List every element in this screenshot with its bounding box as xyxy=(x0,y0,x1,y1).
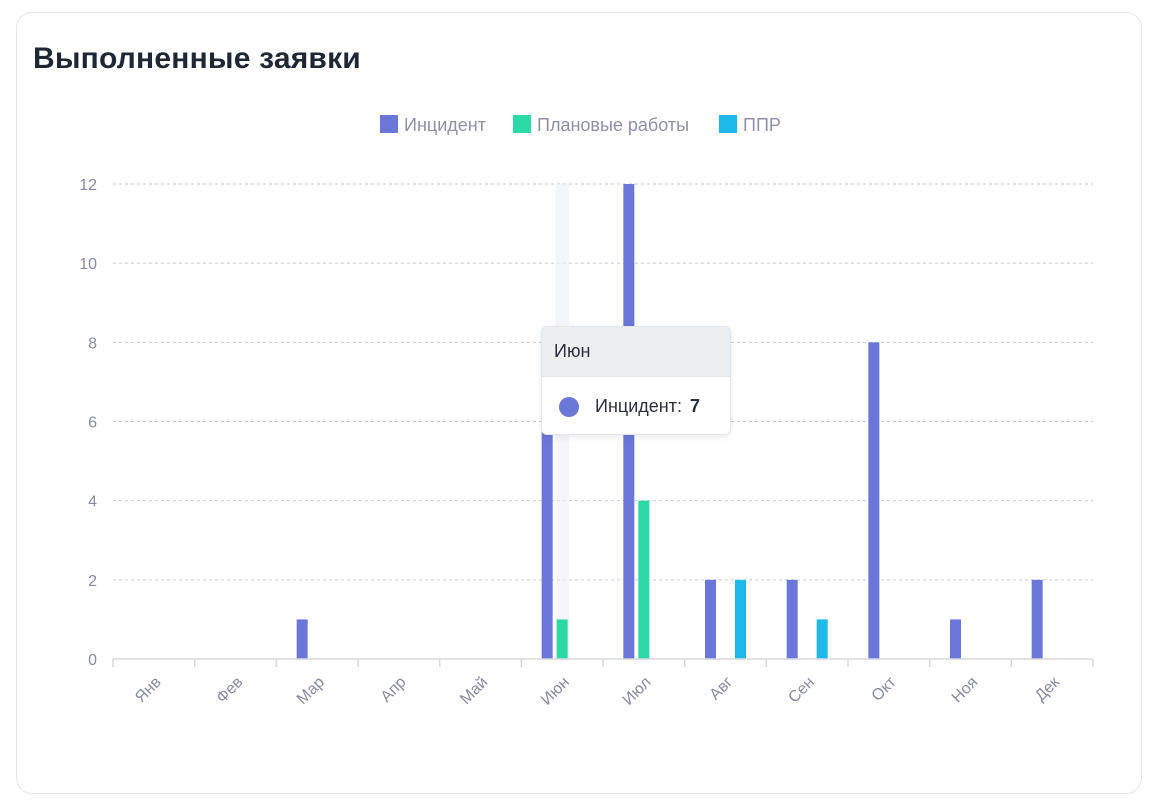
chart-grid xyxy=(113,183,1093,581)
bar-incident-11[interactable] xyxy=(1031,579,1043,659)
bar-incident-8[interactable] xyxy=(786,579,798,659)
chart-tooltip: Июн Инцидент: 7 xyxy=(541,326,731,435)
y-tick-label: 8 xyxy=(88,335,97,352)
x-tick-label: Фев xyxy=(213,674,246,707)
tooltip-series-value: 7 xyxy=(689,396,700,416)
chart-title: Выполненные заявки xyxy=(33,42,361,75)
bar-planned-6[interactable] xyxy=(638,500,650,659)
y-tick-label: 4 xyxy=(88,494,97,511)
y-tick-label: 10 xyxy=(79,256,97,273)
y-tick-label: 0 xyxy=(88,652,97,669)
legend-item-label[interactable]: Плановые работы xyxy=(537,115,689,135)
x-tick-label: Янв xyxy=(132,674,164,706)
legend-swatch[interactable] xyxy=(513,115,531,133)
bar-ppr-7[interactable] xyxy=(735,579,746,659)
bar-incident-2[interactable] xyxy=(296,619,308,659)
legend-item-label[interactable]: Инцидент xyxy=(404,115,486,135)
x-tick-label: Ноя xyxy=(949,674,982,707)
tooltip-series-marker-icon xyxy=(559,396,579,417)
x-tick-label: Май xyxy=(457,674,491,708)
x-tick-label: Окт xyxy=(869,673,901,705)
x-axis: Янв Фев Мар Апр Май Июн Июл Авг Сен Окт Ноя Дек xyxy=(112,658,1094,709)
bar-ppr-8[interactable] xyxy=(816,619,828,659)
bar-incident-5[interactable] xyxy=(541,381,553,659)
legend-swatch[interactable] xyxy=(719,115,737,133)
tooltip-title: Июн xyxy=(542,327,730,377)
x-tick-label: Авг xyxy=(707,674,737,704)
tooltip-series-label: Инцидент: xyxy=(595,396,682,416)
x-tick-label: Июл xyxy=(620,674,655,709)
x-tick-label: Мар xyxy=(294,674,328,708)
x-tick-label: Дек xyxy=(1032,673,1064,705)
x-tick-label: Апр xyxy=(378,674,410,706)
x-tick-label: Июн xyxy=(538,674,573,709)
legend-swatch[interactable] xyxy=(380,115,398,133)
y-axis-ticks: 0 2 4 6 8 10 12 xyxy=(79,177,97,669)
bar-incident-9[interactable] xyxy=(868,342,880,659)
bar-incident-10[interactable] xyxy=(950,619,961,659)
bar-incident-7[interactable] xyxy=(705,579,716,659)
y-tick-label: 12 xyxy=(79,177,97,194)
chart-legend[interactable]: Инцидент Плановые работы ППР xyxy=(380,115,781,135)
y-tick-label: 2 xyxy=(88,573,97,590)
legend-item-label[interactable]: ППР xyxy=(743,115,781,135)
y-tick-label: 6 xyxy=(88,415,97,432)
x-tick-label: Сен xyxy=(785,674,818,707)
tooltip-row: Инцидент: 7 xyxy=(542,377,730,434)
bar-planned-5[interactable] xyxy=(556,619,568,659)
